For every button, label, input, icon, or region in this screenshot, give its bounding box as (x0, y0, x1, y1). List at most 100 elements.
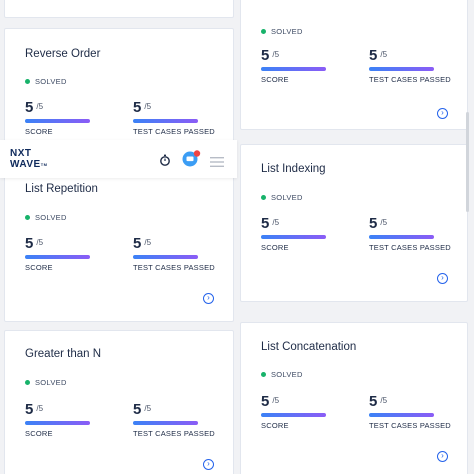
score-metric: 5/5 SCORE (261, 47, 371, 84)
score-progress-bar (25, 119, 90, 123)
status-label: SOLVED (35, 213, 67, 222)
test-cases-metric: 5/5 TEST CASES PASSED (133, 235, 243, 272)
tests-total: /5 (380, 50, 388, 59)
score-value: 5 (25, 99, 34, 116)
question-card-list-concatenation[interactable]: List Concatenation SOLVED 5/5 SCORE 5/5 … (240, 322, 468, 474)
score-total: /5 (272, 396, 280, 405)
solved-status: SOLVED (25, 77, 67, 86)
solved-dot-icon (25, 79, 30, 84)
score-progress-bar (25, 255, 90, 259)
score-label: SCORE (25, 127, 53, 136)
score-progress-bar (261, 413, 326, 417)
score-progress-bar (261, 235, 326, 239)
tests-value: 5 (133, 235, 142, 252)
logo-line-2: WAVE (10, 159, 41, 170)
card-partial-top-left (4, 0, 234, 18)
score-total: /5 (36, 404, 44, 413)
tests-value: 5 (369, 393, 378, 410)
test-cases-metric: 5/5 TEST CASES PASSED (369, 393, 474, 430)
tests-value: 5 (369, 47, 378, 64)
tests-value: 5 (133, 401, 142, 418)
score-label: SCORE (25, 429, 53, 438)
score-metric: 5/5 SCORE (261, 215, 371, 252)
test-cases-metric: 5/5 TEST CASES PASSED (133, 401, 243, 438)
logo-tm: TM (40, 162, 48, 167)
score-total: /5 (272, 218, 280, 227)
status-label: SOLVED (271, 193, 303, 202)
arrow-right-icon[interactable]: › (437, 108, 448, 119)
top-navbar: NXT WAVETM (0, 140, 237, 178)
arrow-right-icon[interactable]: › (437, 273, 448, 284)
score-metric: 5/5 SCORE (261, 393, 371, 430)
solved-dot-icon (25, 380, 30, 385)
status-label: SOLVED (35, 77, 67, 86)
question-card-greater-than-n[interactable]: Greater than N SOLVED 5/5 SCORE 5/5 TEST… (4, 330, 234, 474)
status-label: SOLVED (271, 27, 303, 36)
tests-label: TEST CASES PASSED (369, 421, 451, 430)
tests-total: /5 (380, 396, 388, 405)
score-value: 5 (261, 215, 270, 232)
test-cases-metric: 5/5 TEST CASES PASSED (133, 99, 243, 136)
solved-status: SOLVED (261, 27, 303, 36)
solved-status: SOLVED (261, 370, 303, 379)
solved-dot-icon (261, 29, 266, 34)
score-progress-bar (261, 67, 326, 71)
score-total: /5 (272, 50, 280, 59)
logo-line-1: NXT (10, 148, 32, 159)
tests-label: TEST CASES PASSED (133, 263, 215, 272)
question-title: Reverse Order (25, 48, 101, 60)
score-value: 5 (261, 47, 270, 64)
score-label: SCORE (25, 263, 53, 272)
scrollbar[interactable] (466, 112, 469, 212)
score-value: 5 (25, 401, 34, 418)
tests-total: /5 (144, 238, 152, 247)
score-label: SCORE (261, 75, 289, 84)
question-card-list-indexing[interactable]: List Indexing SOLVED 5/5 SCORE 5/5 TEST … (240, 144, 468, 302)
tests-value: 5 (369, 215, 378, 232)
solved-status: SOLVED (261, 193, 303, 202)
score-metric: 5/5 SCORE (25, 235, 135, 272)
tests-total: /5 (380, 218, 388, 227)
tests-progress-bar (133, 255, 198, 259)
score-total: /5 (36, 102, 44, 111)
solved-status: SOLVED (25, 213, 67, 222)
status-label: SOLVED (35, 378, 67, 387)
solved-dot-icon (25, 215, 30, 220)
question-title: List Indexing (261, 163, 326, 175)
tests-progress-bar (133, 421, 198, 425)
tests-value: 5 (133, 99, 142, 116)
score-metric: 5/5 SCORE (25, 99, 135, 136)
score-progress-bar (25, 421, 90, 425)
tests-progress-bar (133, 119, 198, 123)
question-title: List Repetition (25, 183, 98, 195)
test-cases-metric: 5/5 TEST CASES PASSED (369, 47, 474, 84)
tests-progress-bar (369, 235, 434, 239)
solved-status: SOLVED (25, 378, 67, 387)
score-value: 5 (261, 393, 270, 410)
arrow-right-icon[interactable]: › (203, 459, 214, 470)
timer-icon[interactable] (159, 153, 171, 171)
score-value: 5 (25, 235, 34, 252)
tests-total: /5 (144, 404, 152, 413)
tests-label: TEST CASES PASSED (369, 75, 451, 84)
score-label: SCORE (261, 421, 289, 430)
arrow-right-icon[interactable]: › (437, 451, 448, 462)
question-card-reverse-order[interactable]: Reverse Order SOLVED 5/5 SCORE 5/5 TEST … (4, 28, 234, 148)
tests-label: TEST CASES PASSED (133, 127, 215, 136)
question-card-top-right[interactable]: SOLVED 5/5 SCORE 5/5 TEST CASES PASSED › (240, 0, 468, 130)
solved-dot-icon (261, 372, 266, 377)
tests-progress-bar (369, 67, 434, 71)
test-cases-metric: 5/5 TEST CASES PASSED (369, 215, 474, 252)
question-title: List Concatenation (261, 341, 357, 353)
question-title: Greater than N (25, 348, 102, 360)
score-metric: 5/5 SCORE (25, 401, 135, 438)
question-card-list-repetition[interactable]: List Repetition SOLVED 5/5 SCORE 5/5 TES… (4, 176, 234, 322)
score-label: SCORE (261, 243, 289, 252)
score-total: /5 (36, 238, 44, 247)
menu-icon[interactable] (210, 154, 224, 172)
tests-progress-bar (369, 413, 434, 417)
nxtwave-logo[interactable]: NXT WAVETM (10, 148, 48, 170)
tests-label: TEST CASES PASSED (133, 429, 215, 438)
chat-bubble-icon[interactable] (182, 150, 202, 173)
arrow-right-icon[interactable]: › (203, 293, 214, 304)
